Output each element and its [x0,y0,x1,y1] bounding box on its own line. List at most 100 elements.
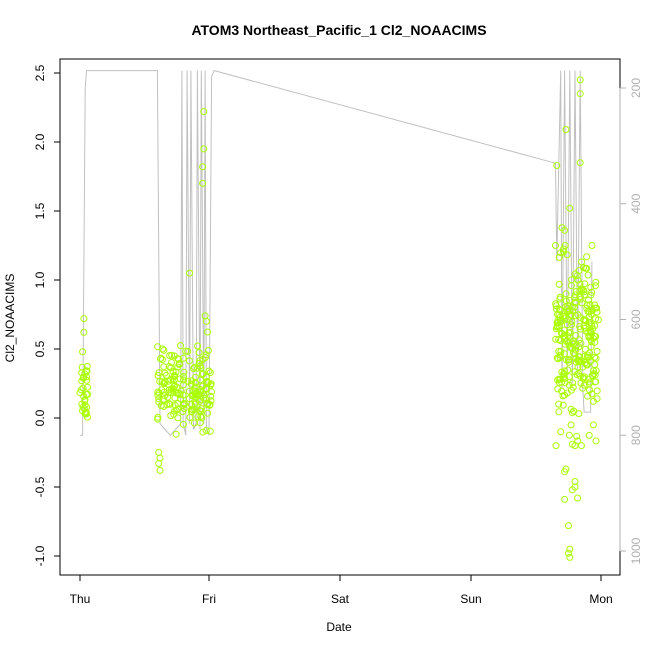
data-point [165,363,173,370]
data-point [186,269,194,277]
data-point [592,282,599,290]
data-point [207,397,215,405]
data-point [571,270,579,278]
data-point [170,410,178,418]
data-point [168,359,175,366]
data-point [569,383,577,391]
data-point [188,401,195,409]
data-point [180,381,187,389]
data-point [564,366,572,374]
data-point [566,545,574,553]
data-point [565,355,573,363]
y-tick-label: -1.0 [33,545,47,566]
data-point [590,367,597,375]
data-point [579,286,587,294]
data-point [586,319,594,326]
data-point [555,253,563,261]
data-point [188,408,196,416]
data-point [571,291,579,299]
data-point [154,413,162,421]
data-point [201,312,209,320]
data-point [576,280,584,288]
data-point [576,159,584,167]
data-point [197,405,205,413]
data-point [576,323,584,330]
data-point [564,315,572,323]
data-point [573,272,581,280]
data-point [581,359,589,367]
data-point [592,367,600,375]
data-point [567,421,575,429]
y-axis-label: Cl2_NOAACIMS [3,274,17,363]
x-axis: Thu Fri Sat Sun Mon [70,574,613,606]
data-point [552,335,560,343]
data-point [554,385,562,393]
data-point [576,76,584,84]
data-point [593,387,601,395]
data-point [179,420,187,428]
data-point [579,384,587,392]
y-tick-label: 1.5 [33,202,47,219]
data-point [568,486,576,494]
data-point [564,339,572,347]
data-point [577,295,585,303]
data-point [558,317,565,325]
data-point [572,332,580,339]
data-point [182,347,190,355]
y-axis: -1.0 -0.5 0.0 0.5 1.0 1.5 2.0 2.5 [33,64,61,566]
data-point [199,428,207,436]
data-point [574,494,582,502]
data-point [174,414,182,422]
data-point [204,328,211,336]
data-point [80,315,88,323]
data-point [576,287,584,295]
data-point [556,293,564,301]
data-point [166,400,174,408]
data-point [202,385,210,392]
data-point [576,90,584,98]
data-point [194,413,202,421]
data-point [168,351,176,359]
data-point [553,162,561,169]
data-point [581,280,589,288]
data-point [586,301,594,309]
data-point [565,549,572,557]
data-point [561,495,569,503]
data-point [569,379,577,387]
x-tick-label: Mon [589,592,612,606]
data-point [160,346,168,354]
data-point [552,302,560,310]
data-point [585,333,593,341]
data-point [185,357,193,365]
data-point [565,431,573,439]
data-point [203,378,211,385]
data-point [585,431,593,439]
right-tick-label: 600 [629,309,643,329]
data-point [160,363,168,371]
data-point [559,401,567,409]
data-point [179,354,187,362]
data-point [180,400,188,408]
data-point [184,377,192,385]
data-point [556,354,564,362]
data-point [83,367,91,375]
data-point [569,349,577,357]
data-point [592,354,600,362]
data-point [172,368,180,376]
data-point [562,356,570,364]
data-point [163,401,171,409]
data-point [561,226,569,234]
data-point [586,386,593,394]
data-point [591,378,599,386]
data-point [570,407,578,415]
data-point [578,258,586,266]
data-point [589,421,597,429]
data-point [155,449,163,456]
data-point [192,379,200,387]
data-point [80,392,88,400]
data-point [581,291,588,299]
data-point [196,376,204,384]
data-point [571,442,579,450]
data-point [155,395,163,403]
